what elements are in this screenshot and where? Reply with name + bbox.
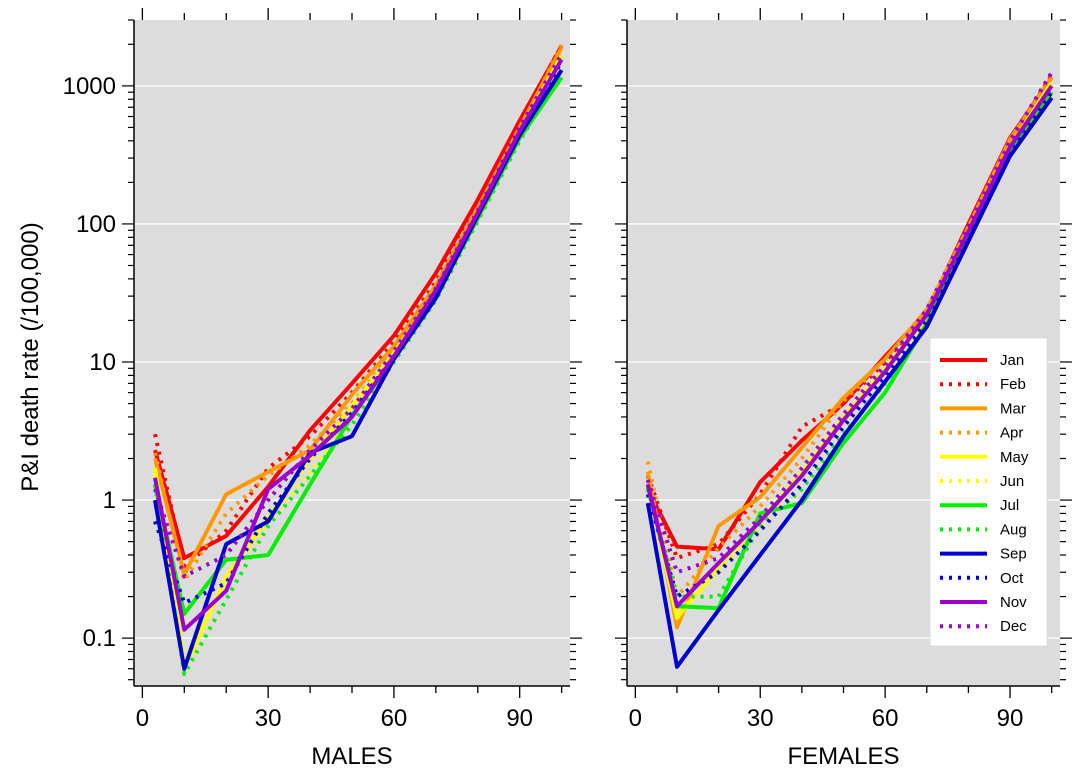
legend-label-jan: Jan: [1000, 352, 1024, 369]
x-tick-label: 60: [872, 705, 899, 732]
legend-label-sep: Sep: [1000, 546, 1027, 563]
x-tick-label: 0: [629, 705, 642, 732]
y-tick-label: 1: [103, 487, 116, 514]
x-tick-label: 90: [506, 705, 533, 732]
x-tick-label: 60: [381, 705, 408, 732]
legend-label-may: May: [1000, 449, 1029, 466]
series-line-mar: [645, 76, 1054, 630]
legend-label-jul: Jul: [1000, 497, 1019, 514]
panel-males: 0 30 60 90 0.1 1 10 100 1000 MALES: [63, 8, 582, 770]
legend-label-aug: Aug: [1000, 521, 1027, 538]
series-line-dec: [645, 71, 1054, 575]
legend: Jan Feb Mar Apr May Jun Jul Aug Sep Oct Nov Dec: [929, 337, 1048, 647]
x-tick-label: 30: [747, 705, 774, 732]
legend-box: [929, 337, 1048, 647]
legend-label-feb: Feb: [1000, 376, 1026, 393]
x-tick-label: 30: [255, 705, 282, 732]
x-tick-label: 90: [997, 705, 1024, 732]
y-tick-label: 1000: [63, 73, 116, 100]
legend-label-dec: Dec: [1000, 618, 1027, 635]
x-axis-title: MALES: [311, 743, 392, 770]
y-tick-label: 0.1: [83, 625, 116, 652]
x-axis-title: FEMALES: [787, 743, 899, 770]
legend-label-apr: Apr: [1000, 425, 1023, 442]
legend-label-oct: Oct: [1000, 570, 1024, 587]
legend-label-jun: Jun: [1000, 473, 1024, 490]
legend-label-nov: Nov: [1000, 594, 1027, 611]
legend-label-mar: Mar: [1000, 400, 1026, 417]
x-tick-label: 0: [136, 705, 149, 732]
y-axis-title: P&I death rate (/100,000): [17, 222, 44, 492]
plot-background: [134, 20, 570, 686]
series-line-sep: [645, 96, 1054, 669]
y-tick-label: 10: [89, 349, 116, 376]
series-line-nov: [645, 84, 1054, 609]
y-tick-label: 100: [76, 211, 116, 238]
